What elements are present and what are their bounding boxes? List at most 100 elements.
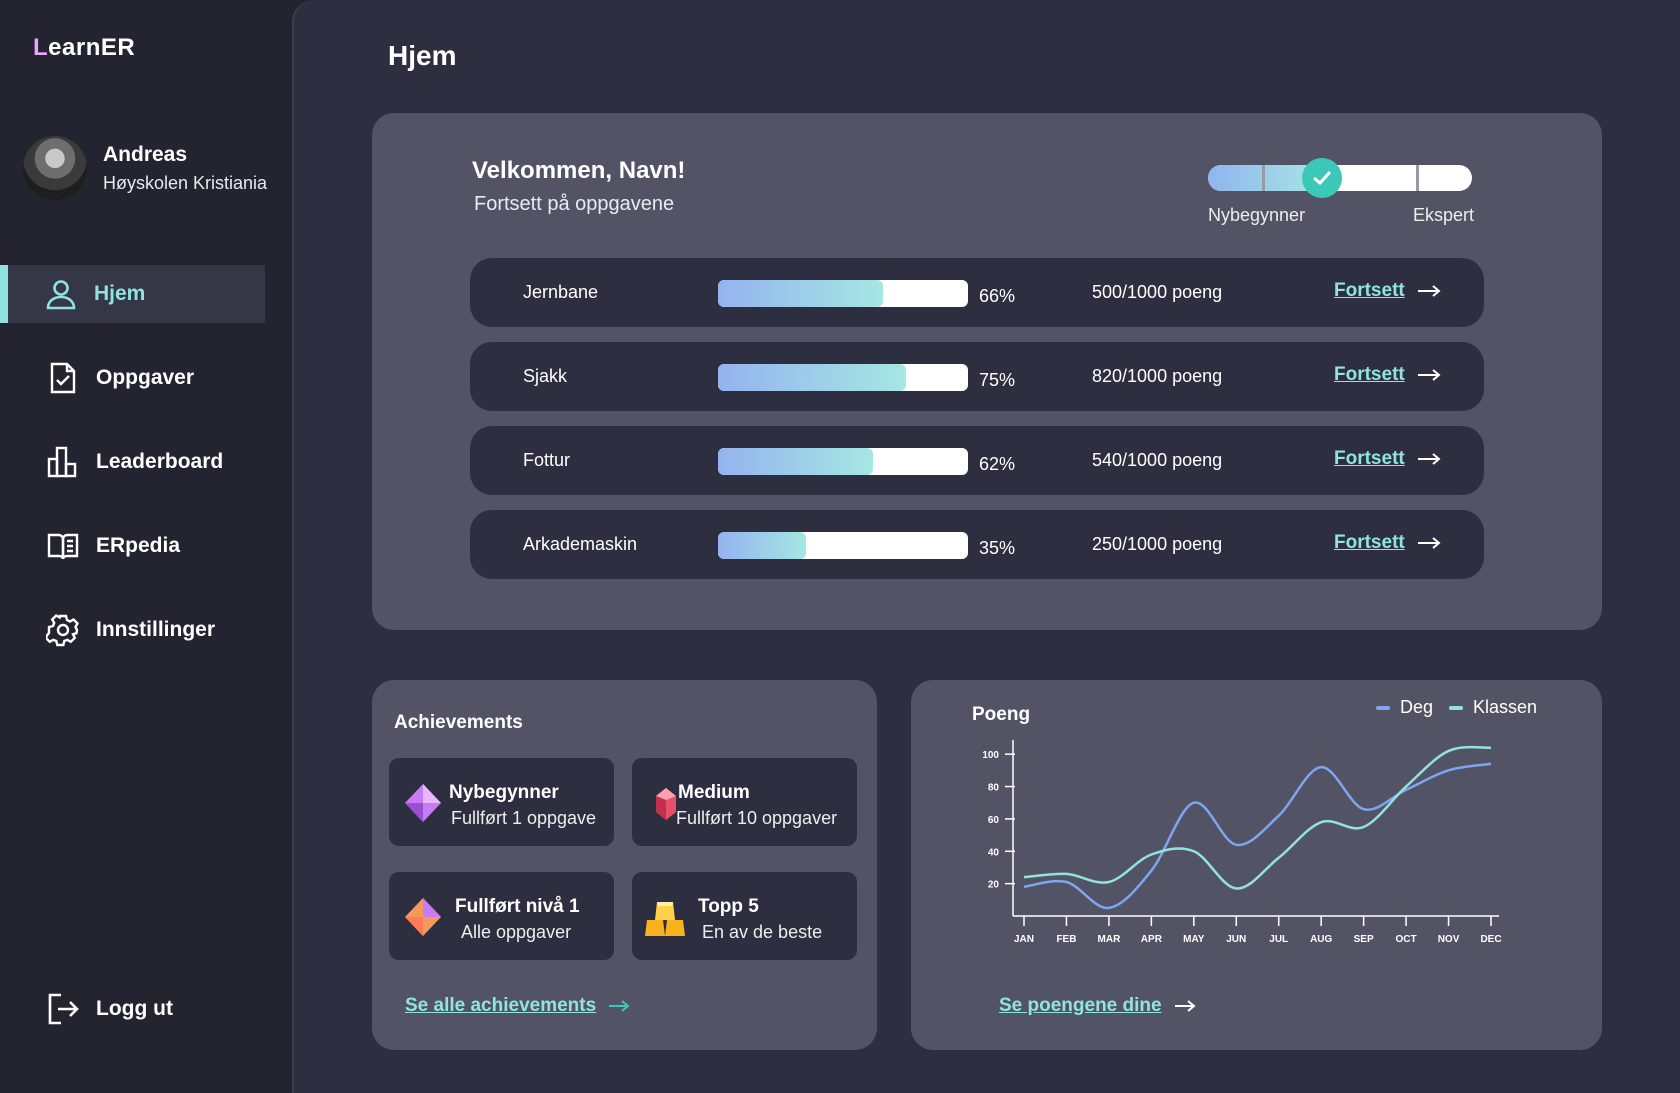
course-progress-fill (718, 280, 883, 307)
chart-title: Poeng (972, 704, 1031, 725)
continue-link[interactable]: Fortsett (1334, 364, 1441, 386)
continue-link-label: Fortsett (1334, 532, 1405, 553)
x-tick-label: JAN (1014, 934, 1034, 945)
continue-link[interactable]: Fortsett (1334, 280, 1441, 302)
x-tick-label: AUG (1310, 934, 1332, 945)
progress-card: Velkommen, Navn! Fortsett på oppgavene N… (372, 113, 1602, 630)
sidebar-item-leaderboard[interactable]: Leaderboard (0, 433, 292, 491)
see-points-link[interactable]: Se poengene dine (999, 995, 1196, 1017)
achievement-name: Fullført nivå 1 (455, 896, 580, 917)
main-panel: Hjem Velkommen, Navn! Fortsett på oppgav… (292, 0, 1680, 1093)
course-percent: 75% (979, 370, 1016, 390)
course-name: Sjakk (523, 366, 568, 386)
list-item: Arkademaskin 35% 250/1000 poeng Fortsett (470, 510, 1484, 579)
see-points-label: Se poengene dine (999, 995, 1162, 1016)
logo-text: earnER (48, 34, 136, 61)
achievements-card: Achievements Nybegynner Fullført 1 oppga… (372, 680, 877, 1050)
logo-first-letter: L (33, 34, 49, 61)
gear-icon (46, 613, 80, 647)
arrow-right-icon (1417, 537, 1441, 549)
course-points: 540/1000 poeng (1092, 450, 1223, 470)
sidebar-item-oppgaver[interactable]: Oppgaver (0, 349, 292, 407)
sidebar: LearnER Andreas Høyskolen Kristiania Hje… (0, 0, 292, 1093)
chart-legend: Deg Klassen (1376, 697, 1553, 718)
bar-chart-icon (46, 445, 80, 479)
course-points: 250/1000 poeng (1092, 534, 1223, 554)
course-name: Fottur (523, 450, 571, 470)
series-line-deg (1023, 762, 1492, 910)
achievement-item[interactable]: Fullført nivå 1 Alle oppgaver (389, 872, 614, 960)
legend-label: Klassen (1473, 697, 1538, 717)
legend-item: Deg (1376, 697, 1433, 718)
achievement-name: Topp 5 (698, 896, 759, 917)
y-tick-label: 40 (988, 847, 1000, 858)
achievement-desc: Fullført 10 oppgaver (676, 808, 838, 828)
profile-name: Andreas (103, 142, 188, 166)
list-item: Fottur 62% 540/1000 poeng Fortsett (470, 426, 1484, 495)
course-progress-fill (718, 532, 806, 559)
legend-label: Deg (1400, 697, 1434, 717)
legend-swatch (1449, 705, 1464, 710)
course-progress-fill (718, 448, 873, 475)
level-track (1208, 158, 1472, 198)
sidebar-item-innstillinger[interactable]: Innstillinger (0, 601, 292, 659)
list-item: Sjakk 75% 820/1000 poeng Fortsett (470, 342, 1484, 411)
user-profile[interactable]: Andreas Høyskolen Kristiania (23, 136, 267, 200)
book-icon (46, 529, 80, 563)
task-check-icon (46, 361, 80, 395)
welcome-title: Velkommen, Navn! (472, 157, 686, 184)
see-all-achievements-label: Se alle achievements (405, 995, 597, 1016)
sidebar-item-label: Hjem (94, 282, 146, 305)
continue-link[interactable]: Fortsett (1334, 448, 1441, 470)
sidebar-item-erpedia[interactable]: ERpedia (0, 517, 292, 575)
orange-diamond-icon (405, 898, 441, 936)
level-tick (1262, 165, 1265, 191)
level-check-icon (1301, 158, 1342, 198)
y-tick-label: 100 (982, 750, 999, 761)
x-tick-label: OCT (1396, 934, 1417, 945)
continue-link[interactable]: Fortsett (1334, 532, 1441, 554)
achievements-title: Achievements (394, 712, 523, 733)
x-tick-label: NOV (1438, 934, 1460, 945)
legend-swatch (1376, 705, 1390, 710)
series-line-klassen (1023, 745, 1492, 890)
achievement-item[interactable]: Topp 5 En av de beste (632, 872, 857, 960)
continue-link-label: Fortsett (1334, 280, 1405, 301)
logout-icon (48, 993, 79, 1025)
sidebar-item-label: ERpedia (96, 534, 181, 557)
x-tick-label: SEP (1354, 934, 1374, 945)
achievement-item[interactable]: Nybegynner Fullført 1 oppgave (389, 758, 614, 846)
level-tick (1416, 165, 1419, 191)
arrow-right-icon (1417, 453, 1441, 465)
sidebar-item-hjem[interactable]: Hjem (0, 265, 265, 323)
profile-school: Høyskolen Kristiania (103, 172, 268, 193)
course-percent: 35% (979, 538, 1016, 558)
sidebar-item-label: Oppgaver (96, 366, 195, 389)
app-logo[interactable]: LearnER (33, 34, 135, 62)
arrow-right-icon (1174, 1000, 1196, 1012)
welcome-subtitle: Fortsett på oppgavene (474, 193, 675, 215)
achievement-item[interactable]: Medium Fullført 10 oppgaver (632, 758, 857, 846)
arrow-right-icon (609, 1000, 630, 1012)
course-name: Arkademaskin (523, 534, 638, 554)
sidebar-nav: Hjem Oppgaver Leaderboard ERpedia Innsti… (0, 265, 292, 685)
course-percent: 62% (979, 454, 1016, 474)
legend-item: Klassen (1449, 697, 1537, 718)
course-points: 820/1000 poeng (1092, 366, 1223, 386)
x-tick-label: MAR (1098, 934, 1122, 945)
avatar (23, 136, 87, 200)
achievement-desc: Fullført 1 oppgave (451, 808, 597, 828)
course-list: Jernbane 66% 500/1000 poeng Fortsett Sja… (470, 258, 1484, 594)
arrow-right-icon (1417, 285, 1441, 297)
x-tick-label: APR (1141, 934, 1163, 945)
logout-button[interactable]: Logg ut (46, 992, 173, 1026)
sidebar-item-label: Innstillinger (96, 618, 216, 641)
course-progress-fill (718, 364, 906, 391)
level-low-label: Nybegynner (1208, 205, 1306, 225)
achievement-name: Medium (678, 782, 750, 803)
y-tick-label: 60 (988, 815, 1000, 826)
page-title: Hjem (388, 40, 457, 71)
continue-link-label: Fortsett (1334, 364, 1405, 385)
see-all-achievements-link[interactable]: Se alle achievements (405, 995, 630, 1017)
course-progress-bar (718, 364, 968, 391)
